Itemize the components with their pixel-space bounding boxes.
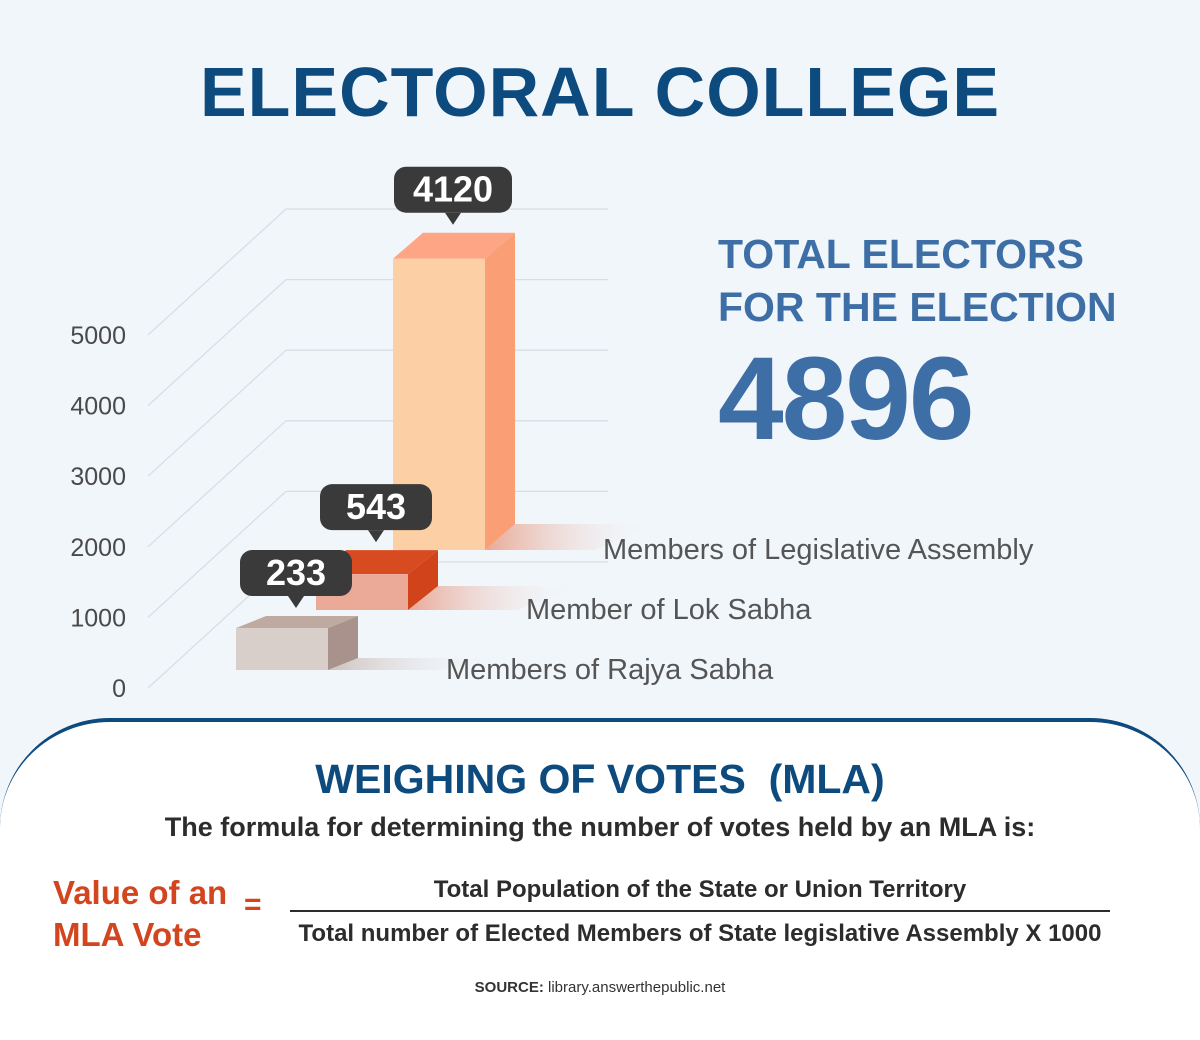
- formula-lhs: Value of an MLA Vote: [53, 872, 227, 956]
- y-tick-label: 5000: [70, 322, 126, 350]
- bar-top: [393, 232, 515, 259]
- bar-shadow: [408, 586, 578, 610]
- page-title: ELECTORAL COLLEGE: [199, 53, 1001, 131]
- source-credit: SOURCE: library.answerthepublic.net: [0, 979, 1200, 996]
- total-electors-box: TOTAL ELECTORS FOR THE ELECTION 4896: [718, 228, 1117, 464]
- formula-intro: The formula for determining the number o…: [164, 812, 1036, 842]
- formula-denominator: Total number of Elected Members of State…: [298, 920, 1102, 947]
- source-label: SOURCE:: [474, 979, 544, 996]
- source-text: library.answerthepublic.net: [548, 979, 726, 996]
- category-label: Member of Lok Sabha: [526, 594, 812, 626]
- formula-panel: [0, 718, 1200, 1040]
- bar-side: [408, 550, 438, 610]
- formula-numerator: Total Population of the State or Union T…: [290, 876, 1110, 912]
- bar-side: [328, 616, 358, 670]
- data-label: 543: [346, 486, 406, 527]
- electors-bar-chart: 0 1000 2000 3000 4000 5000 Members of Legislat…: [70, 166, 1034, 703]
- formula-fraction: Total Population of the State or Union T…: [290, 876, 1110, 948]
- total-electors-label-line2: FOR THE ELECTION: [718, 284, 1117, 330]
- data-label-pointer: [445, 212, 461, 225]
- grid-line-diagonal: [147, 208, 287, 336]
- formula-equals-sign: =: [244, 888, 262, 921]
- bar-front: [236, 628, 328, 670]
- total-electors-value: 4896: [718, 333, 975, 465]
- data-label: 233: [266, 552, 326, 593]
- data-label-bubble: [394, 166, 512, 213]
- grid-line-diagonal: [147, 490, 287, 618]
- data-label-bubble: [240, 550, 352, 597]
- formula-lhs-line2: MLA Vote: [53, 916, 202, 953]
- grid-line-diagonal: [147, 279, 287, 407]
- bar-shadow: [485, 524, 655, 550]
- y-tick-label: 1000: [70, 604, 126, 632]
- formula-lhs-line1: Value of an: [53, 874, 228, 911]
- data-label-pointer: [288, 596, 304, 609]
- grid-line-diagonal: [147, 420, 287, 548]
- data-label: 4120: [413, 169, 493, 210]
- formula-heading: WEIGHING OF VOTES (MLA): [315, 756, 885, 802]
- category-label: Members of Legislative Assembly: [603, 534, 1034, 566]
- bar-shadow: [328, 658, 498, 670]
- y-tick-label: 4000: [70, 393, 126, 421]
- bar-side: [485, 232, 515, 550]
- y-tick-label: 3000: [70, 463, 126, 491]
- y-tick-label: 0: [112, 675, 126, 703]
- total-electors-label-line1: TOTAL ELECTORS: [718, 231, 1084, 277]
- bar-top: [236, 616, 358, 629]
- category-label: Members of Rajya Sabha: [446, 654, 774, 686]
- y-tick-label: 2000: [70, 534, 126, 562]
- data-label-bubble: [320, 484, 432, 531]
- data-label-pointer: [368, 530, 384, 543]
- grid-line-diagonal: [147, 349, 287, 477]
